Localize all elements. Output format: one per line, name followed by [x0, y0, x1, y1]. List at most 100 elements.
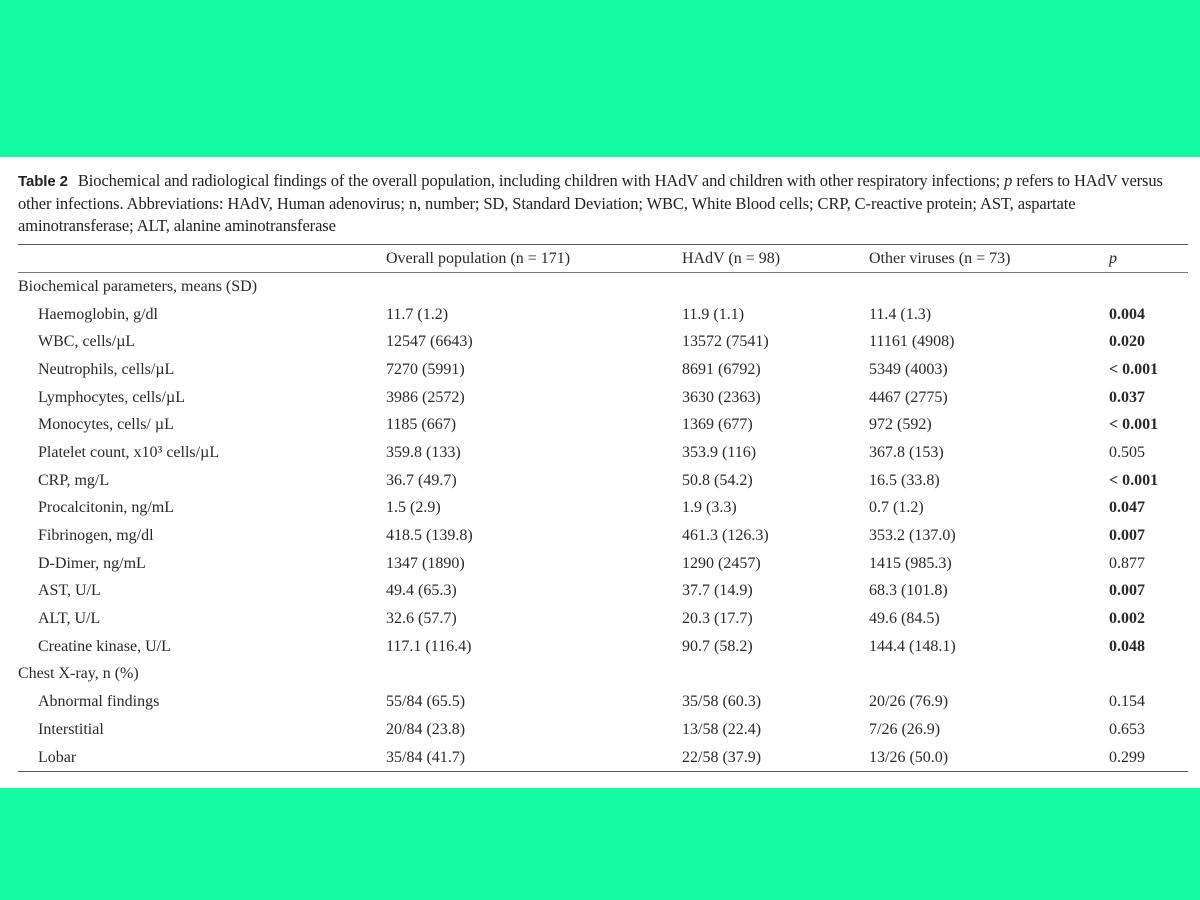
table-caption: Table 2 Biochemical and radiological fin… — [18, 170, 1190, 237]
cell-param: CRP, mg/L — [38, 471, 110, 489]
table-row: Creatine kinase, U/L 117.1 (116.4) 90.7 (5… — [18, 633, 1188, 661]
cell-param: Abnormal findings — [38, 693, 160, 711]
cell-hadv: 1.9 (3.3) — [682, 499, 737, 517]
cell-overall: 35/84 (41.7) — [386, 743, 682, 773]
cell-hadv: 461.3 (126.3) — [682, 527, 769, 545]
cell-p: 0.007 — [1109, 582, 1145, 600]
cell-other: 144.4 (148.1) — [869, 637, 956, 655]
cell-p: < 0.001 — [1109, 360, 1159, 378]
cell-p: < 0.001 — [1109, 471, 1159, 489]
cell-param: Fibrinogen, mg/dl — [38, 527, 154, 545]
cell-hadv: 1369 (677) — [682, 416, 753, 434]
cell-other: 972 (592) — [869, 416, 932, 434]
cell-p: 0.048 — [1109, 637, 1145, 655]
table-row: Haemoglobin, g/dl 11.7 (1.2) 11.9 (1.1) 11.… — [18, 301, 1188, 329]
cell-param: Creatine kinase, U/L — [38, 637, 171, 655]
cell-overall: 20/84 (23.8) — [386, 720, 466, 738]
cell-overall: 1.5 (2.9) — [386, 499, 441, 517]
cell-param: Lymphocytes, cells/µL — [38, 388, 185, 406]
cell-overall: 3986 (2572) — [386, 388, 465, 406]
cell-other: 11161 (4908) — [869, 333, 955, 351]
table-row: Lobar 35/84 (41.7) 22/58 (37.9) 13/26 (50.0… — [18, 743, 1188, 773]
cell-p: < 0.001 — [1109, 416, 1159, 434]
cell-other: 367.8 (153) — [869, 443, 944, 461]
cell-other: 16.5 (33.8) — [869, 471, 940, 489]
caption-text-pre: Biochemical and radiological findings of… — [77, 171, 1001, 190]
cell-hadv: 35/58 (60.3) — [682, 693, 762, 711]
cell-hadv: 8691 (6792) — [682, 360, 761, 378]
cell-overall: 55/84 (65.5) — [386, 693, 466, 711]
table-row: WBC, cells/µL 12547 (6643) 13572 (7541) 111… — [18, 328, 1188, 356]
table-body: Biochemical parameters, means (SD) Haemog… — [18, 273, 1188, 773]
cell-overall: 359.8 (133) — [386, 443, 461, 461]
cell-overall: 32.6 (57.7) — [386, 610, 457, 628]
cell-p: 0.299 — [1109, 743, 1188, 773]
cell-p: 0.037 — [1109, 388, 1145, 406]
table-row: Procalcitonin, ng/mL 1.5 (2.9) 1.9 (3.3) 0.… — [18, 495, 1188, 523]
table-row: Interstitial 20/84 (23.8) 13/58 (22.4) 7/26… — [18, 716, 1188, 744]
table-row: ALT, U/L 32.6 (57.7) 20.3 (17.7) 49.6 (84.5… — [18, 605, 1188, 633]
caption-p-symbol: p — [1004, 171, 1013, 190]
header-hadv: HAdV (n = 98) — [682, 244, 869, 273]
table-row: Fibrinogen, mg/dl 418.5 (139.8) 461.3 (126… — [18, 522, 1188, 550]
cell-param: D-Dimer, ng/mL — [38, 554, 146, 572]
section-row: Biochemical parameters, means (SD) — [18, 273, 1188, 301]
cell-other: 5349 (4003) — [869, 360, 948, 378]
header-other: Other viruses (n = 73) — [869, 244, 1109, 273]
cell-param: Procalcitonin, ng/mL — [38, 499, 174, 517]
cell-overall: 36.7 (49.7) — [386, 471, 457, 489]
cell-p: 0.004 — [1109, 305, 1145, 323]
cell-overall: 117.1 (116.4) — [386, 637, 472, 655]
cell-other: 20/26 (76.9) — [869, 693, 949, 711]
cell-hadv: 37.7 (14.9) — [682, 582, 753, 600]
cell-other: 49.6 (84.5) — [869, 610, 940, 628]
cell-p: 0.007 — [1109, 527, 1145, 545]
cell-overall: 418.5 (139.8) — [386, 527, 473, 545]
table-row: Abnormal findings 55/84 (65.5) 35/58 (60.3… — [18, 688, 1188, 716]
cell-other: 7/26 (26.9) — [869, 720, 941, 738]
cell-p: 0.505 — [1109, 443, 1145, 461]
header-row: Overall population (n = 171) HAdV (n = 9… — [18, 244, 1188, 273]
cell-param: Platelet count, x10³ cells/µL — [38, 443, 220, 461]
cell-p: 0.653 — [1109, 720, 1145, 738]
cell-param: Interstitial — [38, 720, 104, 738]
section-title: Chest X-ray, n (%) — [18, 665, 139, 683]
section-row: Chest X-ray, n (%) — [18, 661, 1188, 689]
cell-other: 13/26 (50.0) — [869, 743, 1109, 773]
results-table: Overall population (n = 171) HAdV (n = 9… — [18, 244, 1188, 773]
cell-p: 0.154 — [1109, 693, 1145, 711]
document-page: Table 2 Biochemical and radiological fin… — [0, 157, 1200, 788]
cell-overall: 1185 (667) — [386, 416, 457, 434]
cell-hadv: 353.9 (116) — [682, 443, 757, 461]
caption-text-post: refers to HAdV versus other infections. … — [18, 171, 1163, 235]
table-row: Lymphocytes, cells/µL 3986 (2572) 3630 (23… — [18, 384, 1188, 412]
cell-other: 0.7 (1.2) — [869, 499, 924, 517]
table-label: Table 2 — [18, 173, 68, 190]
cell-p: 0.877 — [1109, 554, 1145, 572]
cell-overall: 11.7 (1.2) — [386, 305, 449, 323]
table-row: AST, U/L 49.4 (65.3) 37.7 (14.9) 68.3 (101.… — [18, 578, 1188, 606]
cell-param: AST, U/L — [38, 582, 101, 600]
cell-p: 0.002 — [1109, 610, 1145, 628]
cell-param: WBC, cells/µL — [38, 333, 136, 351]
cell-param: Neutrophils, cells/µL — [38, 360, 175, 378]
cell-p: 0.020 — [1109, 333, 1145, 351]
cell-hadv: 90.7 (58.2) — [682, 637, 753, 655]
cell-hadv: 1290 (2457) — [682, 554, 761, 572]
cell-hadv: 13572 (7541) — [682, 333, 769, 351]
table-row: D-Dimer, ng/mL 1347 (1890) 1290 (2457) 1415… — [18, 550, 1188, 578]
header-parameter — [18, 244, 386, 273]
cell-other: 68.3 (101.8) — [869, 582, 948, 600]
table-row: Neutrophils, cells/µL 7270 (5991) 8691 (67… — [18, 356, 1188, 384]
table-row: Monocytes, cells/ µL 1185 (667) 1369 (677)… — [18, 411, 1188, 439]
cell-other: 11.4 (1.3) — [869, 305, 932, 323]
cell-other: 1415 (985.3) — [869, 554, 952, 572]
cell-param: Monocytes, cells/ µL — [38, 416, 174, 434]
cell-p: 0.047 — [1109, 499, 1145, 517]
cell-overall: 12547 (6643) — [386, 333, 473, 351]
cell-hadv: 50.8 (54.2) — [682, 471, 753, 489]
cell-param: Haemoglobin, g/dl — [38, 305, 158, 323]
cell-hadv: 22/58 (37.9) — [682, 743, 869, 773]
cell-overall: 1347 (1890) — [386, 554, 465, 572]
table-row: Platelet count, x10³ cells/µL 359.8 (133)… — [18, 439, 1188, 467]
